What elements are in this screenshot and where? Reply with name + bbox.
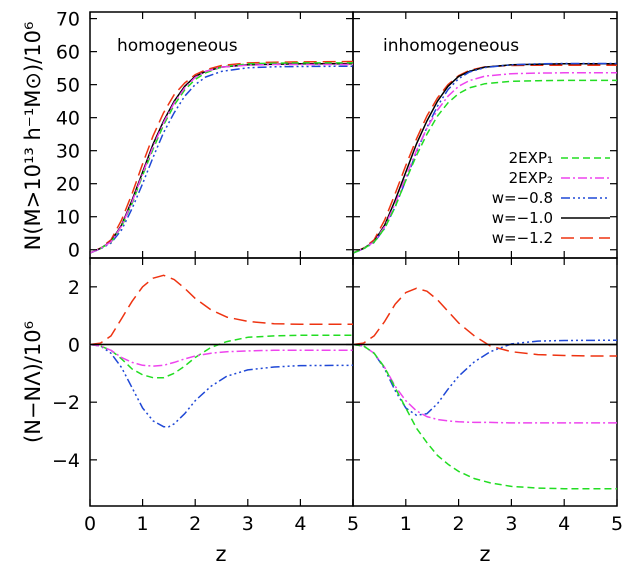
x-tick-label: 4 — [558, 513, 570, 535]
x-tick-label: 0 — [84, 513, 96, 535]
series-line-w10-top-left — [89, 63, 353, 254]
y-tick-label: 50 — [56, 75, 80, 97]
y-tick-label: −4 — [52, 450, 80, 472]
legend-label-w12: w=−1.2 — [492, 229, 553, 247]
y-tick-label: −2 — [52, 392, 80, 414]
x-tick-label: 3 — [505, 513, 517, 535]
series-line-w08-bottom-right — [352, 339, 618, 416]
x-tick-label: 1 — [137, 513, 149, 535]
y-tick-label: 10 — [56, 207, 80, 229]
legend-label-w10: w=−1.0 — [492, 209, 553, 227]
panel-label-top-left: homogeneous — [117, 36, 238, 56]
legend-label-w08: w=−0.8 — [492, 189, 553, 207]
y-tick-label: 0 — [68, 240, 80, 262]
x-tick-label: 4 — [294, 513, 306, 535]
y-tick-label: 60 — [56, 42, 80, 64]
series-line-w08-bottom-left — [89, 343, 354, 428]
x-axis-title-right: z — [479, 542, 490, 566]
panel-label-top-right: inhomogeneous — [383, 36, 519, 56]
y-tick-label: 2 — [68, 277, 80, 299]
series-line-w12-bottom-left — [89, 274, 353, 346]
series-line-exp2-top-right — [352, 72, 617, 254]
x-tick-label: 2 — [189, 513, 201, 535]
series-line-w12-bottom-right — [352, 287, 617, 357]
legend: 2EXP₁ 2EXP₂ w=−0.8 w=−1.0 w=−1.2 — [492, 149, 610, 247]
panel-frame-bottom-right — [352, 257, 618, 507]
series-line-w12-top-right — [352, 64, 617, 254]
y-tick-label: 30 — [56, 141, 80, 163]
x-tick-label: 3 — [242, 513, 254, 535]
y-tick-label: 70 — [56, 9, 80, 31]
legend-label-2exp1: 2EXP₁ — [509, 149, 553, 167]
y-tick-label: 20 — [56, 174, 80, 196]
series-line-exp1-top-left — [89, 62, 353, 254]
y-axis-title-top: N(M>10¹³ h⁻¹M⊙)/10⁶ — [21, 22, 45, 251]
series-line-exp2-bottom-left — [89, 343, 353, 367]
x-tick-label: 2 — [453, 513, 465, 535]
series-line-exp2-top-left — [89, 63, 353, 254]
series-line-w08-top-left — [89, 65, 354, 254]
y-axis-title-bottom: (N−NΛ)/10⁶ — [21, 321, 45, 443]
series-line-exp1-bottom-left — [89, 334, 353, 379]
y-tick-label: 0 — [68, 335, 80, 357]
series-line-exp1-top-right — [352, 79, 617, 254]
series-line-exp1-bottom-right — [352, 343, 617, 490]
series-line-w12-top-left — [89, 60, 354, 254]
series-layer — [89, 60, 618, 490]
legend-label-2exp2: 2EXP₂ — [509, 169, 553, 187]
x-tick-label: 5 — [611, 513, 623, 535]
y-tick-label: 40 — [56, 108, 80, 130]
x-tick-label: 5 — [347, 513, 359, 535]
x-axis-title-left: z — [215, 542, 226, 566]
x-tick-label: 1 — [400, 513, 412, 535]
